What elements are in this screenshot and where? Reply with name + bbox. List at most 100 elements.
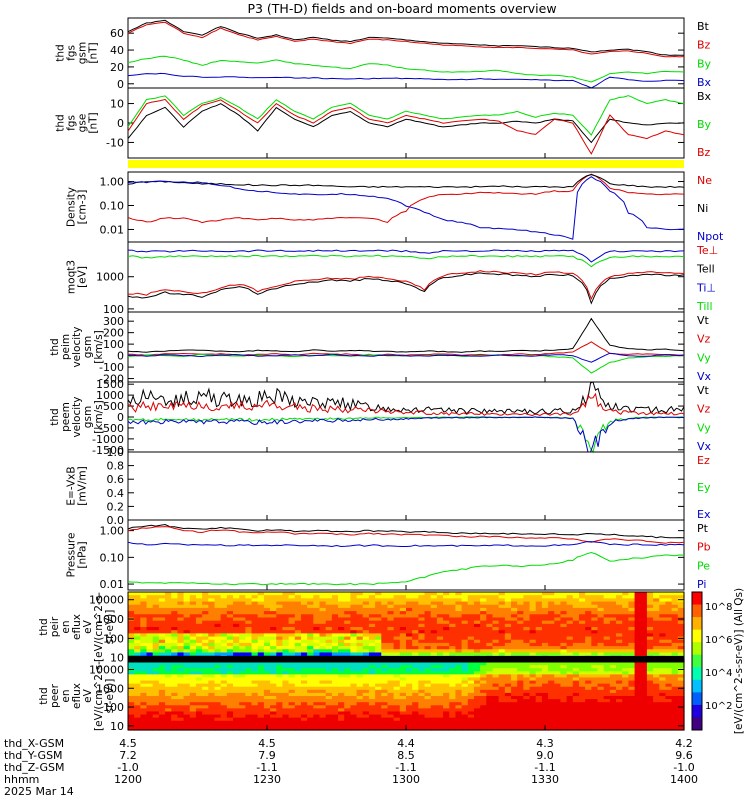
- heatmap-cell: [276, 646, 284, 650]
- heatmap-cell: [245, 636, 253, 641]
- heatmap-cell: [455, 708, 463, 713]
- heatmap-cell: [467, 630, 475, 634]
- heatmap-cell: [523, 652, 531, 657]
- heatmap-cell: [597, 674, 605, 679]
- heatmap-cell: [449, 611, 457, 615]
- heatmap-cell: [406, 714, 413, 719]
- heatmap-cell: [455, 614, 463, 619]
- heatmap-cell: [517, 705, 524, 709]
- heatmap-cell: [634, 686, 642, 691]
- heatmap-cell: [393, 711, 401, 716]
- heatmap-cell: [566, 633, 574, 638]
- heatmap-cell: [331, 674, 339, 679]
- heatmap-cell: [189, 607, 197, 612]
- heatmap-cell: [609, 711, 617, 716]
- heatmap-cell: [461, 726, 469, 731]
- heatmap-cell: [511, 680, 518, 685]
- heatmap-cell: [430, 604, 438, 609]
- heatmap-cell: [177, 592, 185, 596]
- heatmap-cell: [146, 646, 154, 650]
- heatmap-cell: [146, 614, 154, 619]
- heatmap-cell: [158, 702, 166, 706]
- heatmap-cell: [233, 607, 240, 612]
- heatmap-cell: [511, 699, 518, 703]
- heatmap-cell: [350, 702, 358, 706]
- heatmap-cell: [443, 662, 450, 666]
- heatmap-cell: [158, 705, 166, 709]
- heatmap-cell: [251, 726, 259, 731]
- heatmap-cell: [171, 680, 179, 685]
- heatmap-cell: [257, 705, 265, 709]
- heatmap-cell: [202, 649, 209, 654]
- heatmap-cell: [263, 607, 271, 612]
- heatmap-cell: [511, 723, 518, 728]
- heatmap-cell: [443, 604, 450, 609]
- heatmap-cell: [208, 620, 216, 625]
- heatmap-cell: [603, 630, 611, 634]
- heatmap-cell: [597, 627, 605, 631]
- legend-entry: Te⊥: [696, 244, 718, 257]
- heatmap-cell: [146, 662, 154, 666]
- heatmap-cell: [523, 649, 531, 654]
- heatmap-cell: [307, 604, 314, 609]
- heatmap-cell: [134, 623, 141, 628]
- heatmap-cell: [603, 696, 611, 700]
- heatmap-cell: [220, 614, 228, 619]
- heatmap-cell: [257, 627, 265, 631]
- heatmap-cell: [523, 668, 531, 672]
- heatmap-cell: [566, 680, 574, 685]
- heatmap-cell: [461, 686, 469, 691]
- heatmap-cell: [313, 680, 321, 685]
- heatmap-cell: [220, 652, 228, 657]
- heatmap-cell: [375, 630, 382, 634]
- heatmap-cell: [177, 720, 185, 725]
- heatmap-cell: [616, 607, 623, 612]
- heatmap-cell: [152, 711, 160, 716]
- heatmap-cell: [288, 649, 296, 654]
- heatmap-cell: [671, 649, 679, 654]
- heatmap-cell: [560, 686, 568, 691]
- heatmap-cell: [461, 646, 469, 650]
- heatmap-cell: [523, 717, 531, 722]
- heatmap-cell: [282, 614, 290, 619]
- heatmap-cell: [436, 702, 444, 706]
- heatmap-cell: [195, 617, 203, 622]
- heatmap-cell: [634, 699, 642, 703]
- heatmap-cell: [517, 671, 524, 675]
- heatmap-cell: [449, 649, 457, 654]
- heatmap-cell: [307, 671, 314, 675]
- heatmap-cell: [251, 699, 259, 703]
- heatmap-cell: [412, 680, 419, 685]
- heatmap-cell: [331, 642, 339, 647]
- heatmap-cell: [399, 668, 407, 672]
- heatmap-cell: [387, 680, 395, 685]
- heatmap-cell: [350, 636, 358, 641]
- heatmap-cell: [566, 617, 574, 622]
- heatmap-cell: [202, 636, 209, 641]
- heatmap-cell: [220, 592, 228, 596]
- heatmap-cell: [616, 714, 623, 719]
- heatmap-cell: [294, 677, 302, 682]
- heatmap-cell: [603, 627, 611, 631]
- heatmap-cell: [436, 726, 444, 731]
- heatmap-cell: [152, 595, 160, 599]
- heatmap-cell: [585, 711, 592, 716]
- y-tick-label: -500: [99, 422, 124, 435]
- heatmap-cell: [171, 623, 179, 628]
- heatmap-cell: [257, 649, 265, 654]
- heatmap-cell: [226, 595, 234, 599]
- heatmap-cell: [591, 680, 599, 685]
- heatmap-cell: [628, 598, 636, 603]
- heatmap-cell: [424, 723, 432, 728]
- heatmap-cell: [362, 633, 370, 638]
- y-axis-label: peem: [60, 402, 72, 432]
- heatmap-cell: [591, 604, 599, 609]
- y-axis-label: [nPa]: [77, 541, 89, 568]
- heatmap-cell: [140, 686, 148, 691]
- heatmap-cell: [239, 711, 246, 716]
- heatmap-cell: [412, 639, 419, 644]
- heatmap-cell: [338, 649, 345, 654]
- heatmap-cell: [566, 662, 574, 666]
- heatmap-cell: [548, 711, 555, 716]
